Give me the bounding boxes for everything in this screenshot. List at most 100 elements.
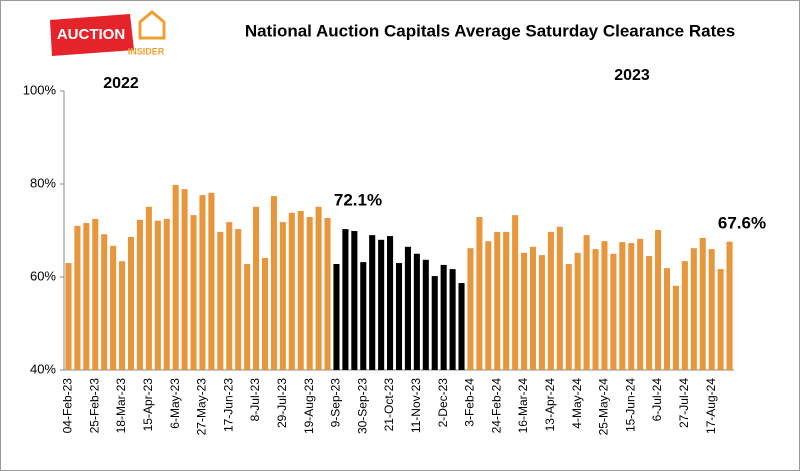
bar <box>181 189 188 370</box>
bar <box>253 206 260 370</box>
bar <box>235 229 242 370</box>
x-tick-label: 8-Jul-23 <box>248 378 262 422</box>
bar <box>708 249 715 370</box>
x-tick-label: 25-Feb-23 <box>87 378 101 434</box>
x-tick-label: 13-Apr-24 <box>543 378 557 432</box>
bar <box>261 257 269 370</box>
bar <box>601 241 608 370</box>
bar <box>65 263 72 370</box>
x-tick-label: 9-Sep-23 <box>329 378 343 428</box>
x-tick-label: 19-Aug-23 <box>302 378 316 434</box>
bar <box>628 243 635 370</box>
x-tick-label: 6-Jul-24 <box>650 378 664 422</box>
bar <box>208 192 215 370</box>
y-tick-label: 40% <box>30 361 56 376</box>
bar <box>369 235 376 370</box>
bar <box>190 215 197 370</box>
bar <box>127 237 135 370</box>
year-label: 2023 <box>614 67 650 84</box>
bar <box>431 276 438 370</box>
logo-subtext: INSIDER <box>128 46 165 56</box>
bar <box>83 223 90 370</box>
bar <box>592 249 599 370</box>
x-tick-label: 25-May-24 <box>597 378 611 436</box>
x-tick-label: 24-Feb-24 <box>489 378 503 434</box>
bar <box>655 230 662 370</box>
bar <box>413 253 420 370</box>
x-tick-label: 17-Aug-24 <box>704 378 718 434</box>
bar <box>315 206 322 370</box>
bar <box>556 226 563 370</box>
bar <box>119 261 126 370</box>
bar <box>279 222 286 370</box>
x-tick-label: 4-May-24 <box>570 378 584 429</box>
bar <box>199 195 206 370</box>
bar <box>297 210 304 370</box>
bar <box>521 252 528 370</box>
bar <box>244 263 251 370</box>
bar <box>163 218 170 370</box>
bar <box>565 263 572 370</box>
bar <box>583 235 590 370</box>
bar <box>529 246 537 370</box>
x-tick-label: 29-Jul-23 <box>275 378 289 428</box>
bar <box>449 269 456 370</box>
x-tick-label: 27-Jul-24 <box>677 378 691 428</box>
bar <box>663 268 671 370</box>
bar <box>503 231 510 370</box>
bar <box>351 230 358 370</box>
bar <box>342 229 349 370</box>
x-tick-label: 6-May-23 <box>168 378 182 429</box>
bar <box>145 206 152 370</box>
bar <box>92 218 99 370</box>
bar <box>646 256 653 370</box>
x-tick-label: 3-Feb-24 <box>463 378 477 427</box>
bar <box>422 259 429 370</box>
bar <box>619 242 626 370</box>
x-tick-label: 11-Nov-23 <box>409 378 423 433</box>
bar <box>476 217 483 370</box>
bar <box>467 248 474 370</box>
bar <box>387 236 394 370</box>
bar <box>136 219 143 370</box>
logo-shape <box>50 14 134 56</box>
bar <box>395 263 403 370</box>
annotation: 67.6% <box>718 213 766 232</box>
x-tick-label: 18-Mar-23 <box>114 378 128 434</box>
bar <box>610 253 617 370</box>
bar <box>485 241 492 370</box>
bar <box>306 217 313 370</box>
bar <box>74 225 81 370</box>
bar <box>440 264 447 370</box>
bar <box>690 248 697 370</box>
bar <box>726 241 733 370</box>
bar <box>637 238 644 370</box>
chart-title: National Auction Capitals Average Saturd… <box>245 21 735 40</box>
y-tick-label: 60% <box>30 268 56 283</box>
x-tick-label: 15-Jun-24 <box>623 378 637 432</box>
x-tick-label: 2-Dec-23 <box>436 378 450 428</box>
bar <box>110 245 117 370</box>
bar <box>494 231 501 370</box>
bar <box>360 262 367 370</box>
bar <box>404 246 411 370</box>
annotation: 72.1% <box>334 190 382 209</box>
bar <box>717 269 724 370</box>
x-tick-label: 04-Feb-23 <box>61 378 75 434</box>
bar <box>538 255 545 370</box>
logo-text: AUCTION <box>57 26 125 43</box>
x-tick-label: 30-Sep-23 <box>355 378 369 434</box>
x-tick-label: 15-Apr-23 <box>141 378 155 432</box>
y-tick-label: 100% <box>23 82 57 97</box>
bar <box>226 222 233 370</box>
bar <box>172 184 179 370</box>
bar <box>333 263 340 370</box>
bar <box>672 285 679 370</box>
bar <box>324 217 331 370</box>
bar <box>574 252 581 370</box>
y-tick-label: 80% <box>30 175 56 190</box>
bar <box>270 196 277 370</box>
bar <box>512 215 519 370</box>
bar <box>101 234 108 370</box>
